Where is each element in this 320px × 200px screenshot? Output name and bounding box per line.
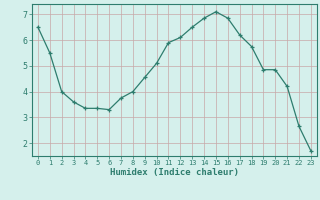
X-axis label: Humidex (Indice chaleur): Humidex (Indice chaleur) (110, 168, 239, 177)
